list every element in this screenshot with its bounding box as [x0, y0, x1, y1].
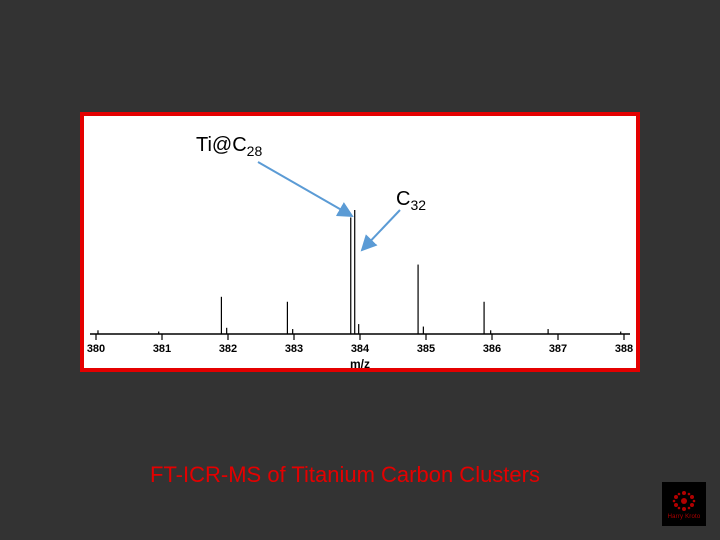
svg-text:384: 384	[351, 343, 370, 355]
mass-spectrum-chart: 380 381 382 383 384 385 386 387 388 m/z	[0, 0, 720, 540]
svg-text:386: 386	[483, 343, 501, 355]
annotation-c32: C32	[396, 188, 426, 213]
svg-text:382: 382	[219, 343, 237, 355]
svg-text:387: 387	[549, 343, 567, 355]
annotation-tic28: Ti@C28	[196, 134, 262, 159]
logo-text: Harry Kroto	[668, 514, 701, 520]
annotation-tic28-sub: 28	[247, 143, 263, 159]
annotation-tic28-main: Ti@C	[196, 134, 247, 156]
annotation-c32-main: C	[396, 188, 410, 210]
logo-icon	[670, 489, 698, 513]
slide-caption: FT-ICR-MS of Titanium Carbon Clusters	[150, 462, 540, 488]
svg-text:388: 388	[615, 343, 633, 355]
svg-text:385: 385	[417, 343, 435, 355]
svg-text:380: 380	[87, 343, 105, 355]
svg-text:383: 383	[285, 343, 303, 355]
svg-text:m/z: m/z	[350, 357, 370, 371]
svg-text:381: 381	[153, 343, 171, 355]
logo-badge: Harry Kroto	[662, 482, 706, 526]
caption-text: FT-ICR-MS of Titanium Carbon Clusters	[150, 462, 540, 487]
annotation-c32-sub: 32	[410, 197, 426, 213]
slide: 380 381 382 383 384 385 386 387 388 m/z Ti@C28 C3…	[0, 0, 720, 540]
